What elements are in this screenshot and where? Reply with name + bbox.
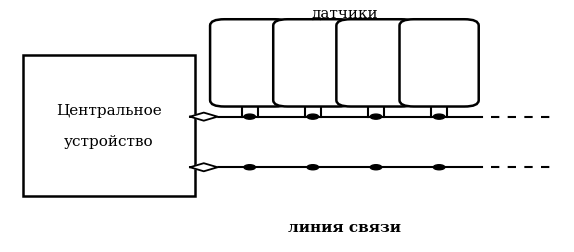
FancyBboxPatch shape — [273, 20, 352, 107]
Circle shape — [307, 165, 319, 170]
Circle shape — [370, 115, 382, 120]
Circle shape — [244, 115, 255, 120]
FancyBboxPatch shape — [400, 20, 479, 107]
Polygon shape — [190, 164, 218, 172]
Circle shape — [433, 115, 445, 120]
Circle shape — [433, 165, 445, 170]
Text: датчики: датчики — [311, 7, 378, 21]
Circle shape — [370, 165, 382, 170]
Text: линия связи: линия связи — [288, 220, 401, 234]
Text: Центральное: Центральное — [56, 104, 162, 118]
Polygon shape — [190, 113, 218, 121]
Circle shape — [244, 165, 255, 170]
FancyBboxPatch shape — [210, 20, 289, 107]
Text: устройство: устройство — [64, 134, 154, 148]
FancyBboxPatch shape — [23, 55, 195, 197]
FancyBboxPatch shape — [336, 20, 416, 107]
Circle shape — [307, 115, 319, 120]
